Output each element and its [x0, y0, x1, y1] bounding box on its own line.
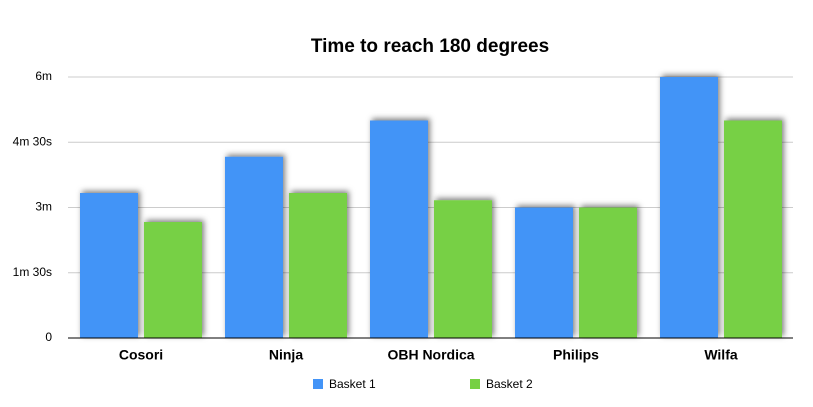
bar: [660, 77, 718, 338]
y-tick-label: 1m 30s: [13, 265, 52, 279]
bar: [434, 200, 492, 338]
chart-title: Time to reach 180 degrees: [311, 36, 549, 57]
bar: [515, 207, 573, 338]
y-tick-label: 0: [45, 330, 52, 344]
y-tick-label: 6m: [35, 69, 52, 83]
x-tick-label: Ninja: [269, 347, 303, 363]
y-tick-label: 4m 30s: [13, 134, 52, 148]
bar: [724, 120, 782, 338]
legend-label: Basket 1: [329, 377, 376, 391]
bar: [289, 193, 347, 338]
x-tick-label: OBH Nordica: [387, 347, 474, 363]
bar: [579, 207, 637, 338]
legend-swatch: [313, 379, 323, 389]
x-tick-label: Cosori: [119, 347, 163, 363]
x-tick-label: Philips: [553, 347, 599, 363]
bar: [225, 156, 283, 338]
legend-swatch: [470, 379, 480, 389]
bar: [370, 120, 428, 338]
legend-label: Basket 2: [486, 377, 533, 391]
x-tick-label: Wilfa: [704, 347, 738, 363]
bar: [144, 222, 202, 338]
bar: [80, 193, 138, 338]
y-tick-label: 3m: [35, 200, 52, 214]
